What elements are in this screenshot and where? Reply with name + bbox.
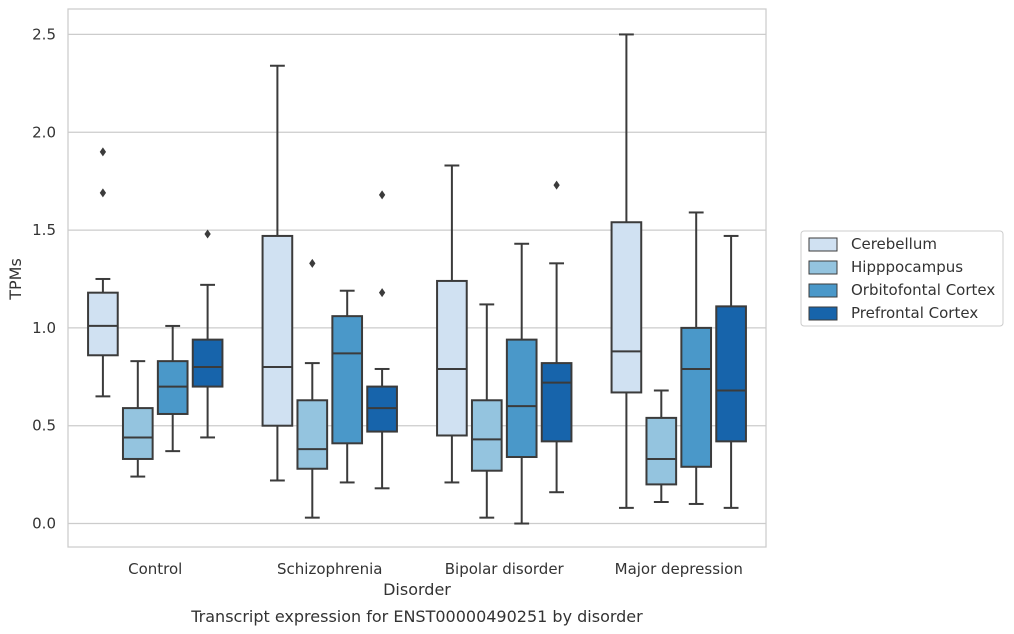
gridlines [68,33,766,525]
legend-swatch [808,306,838,321]
y-tick-label: 2.0 [32,123,56,141]
y-tick-label: 0.5 [32,417,56,435]
outlier-point [99,188,107,198]
x-axis-title: Disorder [383,580,451,599]
box-body [261,234,294,427]
box-3-1 [645,389,678,504]
box-3-0 [610,33,643,509]
box-3-3 [715,234,747,509]
outlier-point [204,229,211,239]
legend-swatch [808,283,838,298]
box-1-2 [331,289,364,484]
box-body [715,305,747,443]
outlier-point [309,258,316,268]
box-1-0 [261,64,294,482]
box-body [191,338,224,388]
box-body [121,407,154,460]
outlier-point [378,190,386,200]
box-body [610,221,643,394]
outlier-point [99,147,107,157]
box-body [645,416,678,486]
legend-frame [800,230,1004,327]
plot-area-frame [67,8,767,548]
box-body [296,399,329,470]
box-body [331,315,364,445]
y-axis-ticks: 0.0 0.5 1.0 1.5 2.0 2.5 [32,25,56,532]
box-body [540,362,573,443]
box-body [505,338,538,459]
legend-swatch [808,237,838,252]
x-tick-label: Schizophrenia [277,560,382,578]
y-tick-label: 0.0 [32,515,56,533]
legend: Cerebellum Hipppocampus Orbitofontal Corte… [800,230,1004,327]
box-1-1 [296,258,329,519]
legend-label: Prefrontal Cortex [851,304,978,322]
legend-swatch [808,260,838,275]
outlier-point [378,288,386,298]
x-tick-label: Control [128,560,182,578]
box-body [680,326,713,468]
box-body [436,279,468,437]
y-tick-label: 1.0 [32,319,56,337]
box-2-3 [540,180,573,494]
y-tick-label: 1.5 [32,221,56,239]
box-body [87,291,119,357]
x-axis-ticks: Control Schizophrenia Bipolar disorder Majo… [128,560,743,578]
legend-label: Cerebellum [851,235,937,253]
x-tick-label: Bipolar disorder [445,560,565,578]
box-0-2 [156,324,189,453]
box-0-0 [87,147,119,398]
chart-caption: Transcript expression for ENST0000049025… [190,607,643,626]
legend-label: Hipppocampus [851,258,963,276]
y-axis-title: TPMs [6,258,25,301]
y-tick-label: 2.5 [32,25,56,43]
legend-label: Orbitofontal Cortex [851,281,995,299]
box-2-1 [470,303,503,519]
box-2-0 [436,164,468,484]
x-tick-label: Major depression [615,560,743,578]
box-0-1 [121,360,154,478]
box-body [470,399,503,472]
box-1-3 [366,190,398,490]
outlier-point [553,180,560,190]
box-0-3 [191,229,224,439]
box-3-2 [680,211,713,505]
box-2-2 [505,242,538,525]
boxes [87,33,747,525]
